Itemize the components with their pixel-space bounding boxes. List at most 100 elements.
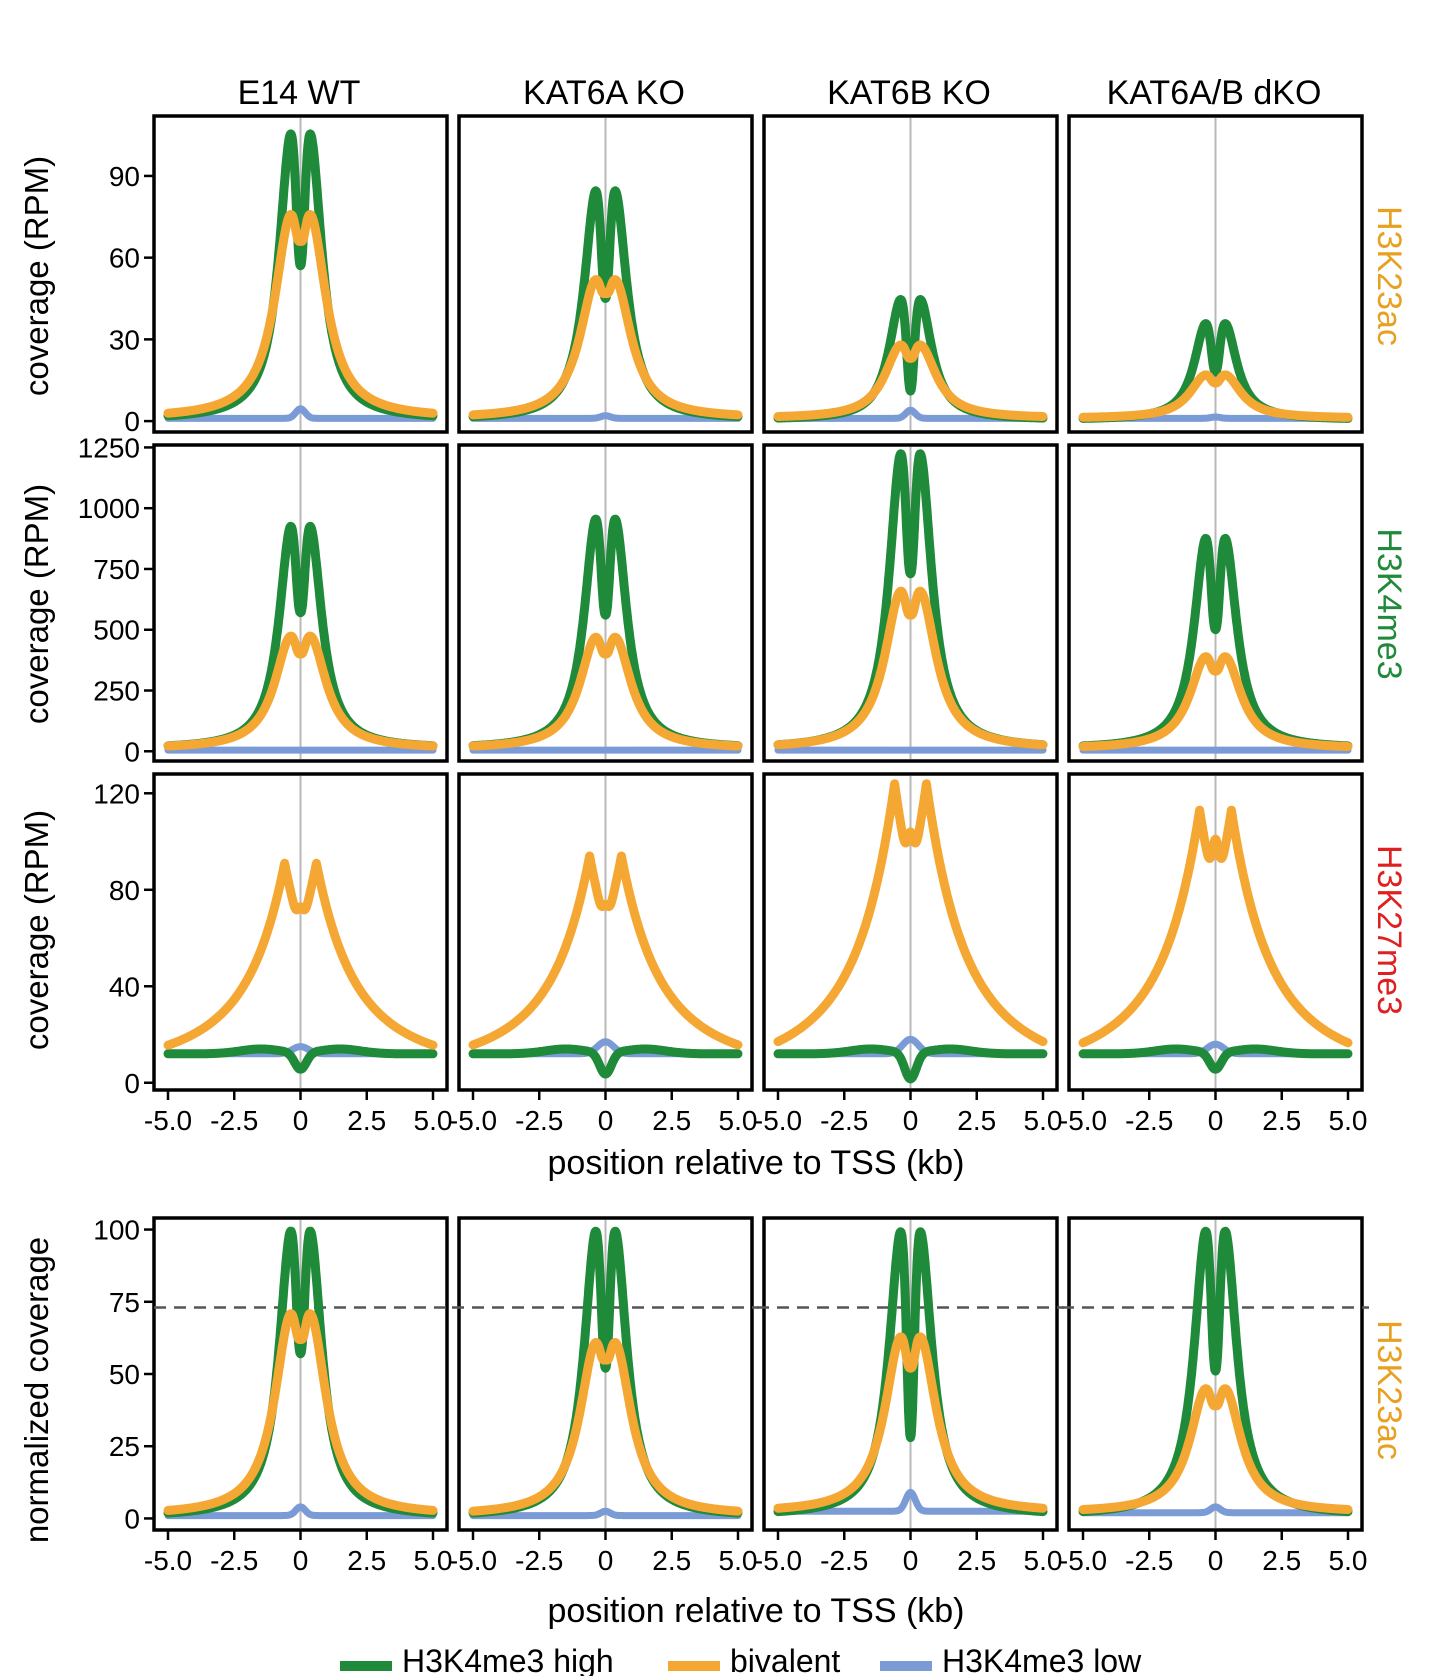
panel-h3k23ac-e14-wt (152, 114, 449, 434)
x-tick-label: 0 (903, 1545, 919, 1576)
y-tick-label: 1250 (78, 432, 140, 463)
x-tick-label: -2.5 (515, 1105, 563, 1136)
x-tick-label: -5.0 (144, 1105, 192, 1136)
x-tick-label: 2.5 (957, 1105, 996, 1136)
series-bivalent-line (1078, 370, 1353, 422)
x-tick-label: -2.5 (1125, 1545, 1173, 1576)
xlabel-top: position relative to TSS (kb) (548, 1144, 965, 1182)
panel-frame (1067, 114, 1364, 434)
x-tick-label: 0 (598, 1105, 614, 1136)
series-bivalent-line (1078, 652, 1353, 751)
series-low-line (469, 1507, 742, 1520)
x-tick-label: 2.5 (957, 1545, 996, 1576)
row-label-h3k23ac: H3K23ac (1370, 206, 1408, 346)
column-header-e14-wt: E14 WT (238, 74, 361, 112)
row-label-h3k27me3: H3K27me3 (1370, 845, 1408, 1015)
x-tick-label: 0 (293, 1545, 309, 1576)
panel-h3k23ac-kat6a-ko (457, 114, 754, 434)
y-tick-label: 0 (124, 736, 140, 767)
x-tick-label: 5.0 (719, 1545, 758, 1576)
series-bivalent-line (773, 340, 1048, 421)
y-tick-label: 100 (93, 1215, 140, 1246)
series-bivalent-line (163, 210, 438, 418)
row-label-h3k23ac-normalized: H3K23ac (1370, 1320, 1408, 1460)
panel-frame (1067, 443, 1364, 763)
series-bivalent-line (773, 779, 1048, 1047)
series-bivalent-line (163, 631, 438, 751)
x-tick-label: 0 (293, 1105, 309, 1136)
series-low-line (774, 1488, 1047, 1515)
x-tick-label: 5.0 (414, 1545, 453, 1576)
x-tick-label: 2.5 (652, 1545, 691, 1576)
x-tick-label: -5.0 (754, 1105, 802, 1136)
x-tick-label: -5.0 (1059, 1545, 1107, 1576)
panel-h3k27me3-kat6b-ko: -5.0 -2.5 0 2.5 5.0 (754, 772, 1063, 1136)
series-bivalent-line (163, 858, 438, 1050)
x-tick-label: 2.5 (347, 1105, 386, 1136)
xlabel-bottom: position relative to TSS (kb) (548, 1592, 965, 1630)
x-tick-label: -2.5 (210, 1545, 258, 1576)
series-high-line (1078, 1044, 1353, 1074)
panel-frame (457, 443, 754, 763)
panel-h3k27me3-kat6a-b-dko: -5.0 -2.5 0 2.5 5.0 (1059, 772, 1367, 1136)
ylabel-row-3: coverage (RPM) (18, 810, 55, 1050)
y-tick-label: 750 (93, 554, 140, 585)
x-tick-label: 2.5 (347, 1545, 386, 1576)
y-tick-label: 500 (93, 615, 140, 646)
y-tick-label: 80 (109, 875, 140, 906)
y-tick-label: 75 (109, 1287, 140, 1318)
y-tick-label: 30 (109, 324, 140, 355)
x-tick-label: -2.5 (515, 1545, 563, 1576)
x-tick-label: 0 (903, 1105, 919, 1136)
panel-h3k27me3-e14-wt: -5.0 -2.5 0 2.5 5.0 (144, 772, 452, 1136)
panel-h3k23ac-normalized-kat6a-b-dko: -5.0 -2.5 0 2.5 5.0 (1059, 1216, 1369, 1576)
x-tick-label: -2.5 (210, 1105, 258, 1136)
x-tick-label: 5.0 (1024, 1105, 1063, 1136)
panel-h3k4me3-e14-wt (152, 443, 449, 763)
series-bivalent-line (1078, 1384, 1353, 1514)
series-bivalent-line (773, 1332, 1048, 1513)
y-tick-label: 120 (93, 778, 140, 809)
legend-label-bivalent: bivalent (730, 1643, 840, 1676)
x-tick-label: 2.5 (652, 1105, 691, 1136)
panel-frame (762, 114, 1059, 434)
panel-h3k4me3-kat6b-ko (762, 443, 1059, 763)
legend-label-low: H3K4me3 low (942, 1643, 1142, 1676)
series-bivalent-line (468, 851, 743, 1050)
x-tick-label: 0 (1208, 1105, 1224, 1136)
ylabel-row-1: coverage (RPM) (18, 156, 55, 396)
series-high-line (163, 1044, 438, 1074)
y-tick-label: 0 (124, 406, 140, 437)
y-tick-label: 25 (109, 1431, 140, 1462)
x-tick-label: 0 (598, 1545, 614, 1576)
series-bivalent-line (1078, 805, 1353, 1048)
series-high-line (468, 1044, 743, 1079)
column-header-kat6b-ko: KAT6B KO (827, 74, 991, 112)
series-low-line (1079, 1503, 1352, 1517)
panel-h3k23ac-normalized-kat6b-ko: -5.0 -2.5 0 2.5 5.0 (754, 1216, 1064, 1576)
x-tick-label: -5.0 (144, 1545, 192, 1576)
y-tick-label: 40 (109, 971, 140, 1002)
ylabel-row-2: coverage (RPM) (18, 484, 55, 724)
x-tick-label: -2.5 (1125, 1105, 1173, 1136)
series-bivalent-line (468, 275, 743, 420)
x-tick-label: 5.0 (719, 1105, 758, 1136)
panel-frame (152, 443, 449, 763)
x-tick-label: 5.0 (1024, 1545, 1063, 1576)
x-tick-label: 0 (1208, 1545, 1224, 1576)
x-tick-label: 2.5 (1262, 1105, 1301, 1136)
y-tick-label: 250 (93, 676, 140, 707)
panel-frame (152, 114, 449, 434)
series-bivalent-line (468, 632, 743, 751)
y-tick-label: 60 (109, 243, 140, 274)
y-tick-label: 0 (124, 1503, 140, 1534)
panel-h3k4me3-kat6a-ko (457, 443, 754, 763)
x-tick-label: -5.0 (449, 1545, 497, 1576)
x-tick-label: -5.0 (449, 1105, 497, 1136)
y-tick-label: 1000 (78, 493, 140, 524)
x-tick-label: 5.0 (1329, 1545, 1368, 1576)
y-tick-label: 0 (124, 1068, 140, 1099)
series-low-line (469, 412, 742, 422)
